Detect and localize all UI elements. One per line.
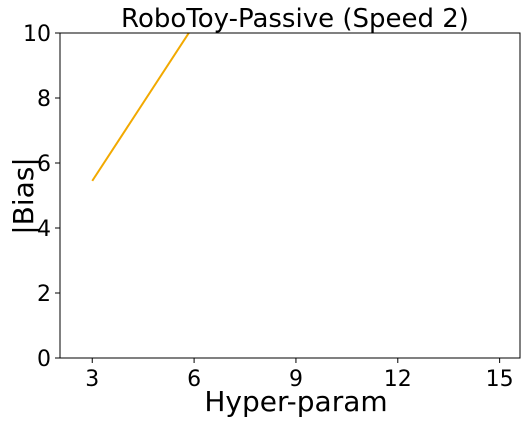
plot-area — [91, 33, 190, 182]
y-axis-label: |Bias| — [7, 157, 40, 235]
y-tick-label: 4 — [37, 217, 51, 242]
x-tick-label: 6 — [187, 367, 201, 392]
x-axis-label: Hyper-param — [204, 385, 387, 418]
chart-title: RoboToy-Passive (Speed 2) — [121, 4, 469, 34]
x-tick-label: 9 — [289, 367, 303, 392]
x-tick-label: 12 — [384, 367, 412, 392]
y-tick-label: 2 — [37, 282, 51, 307]
line-series — [91, 33, 190, 182]
axes-frame — [59, 32, 521, 359]
y-tick-label: 8 — [37, 87, 51, 112]
y-tick-label: 0 — [37, 347, 51, 372]
x-tick-label: 15 — [486, 367, 514, 392]
y-tick-label: 6 — [37, 152, 51, 177]
y-tick-label: 10 — [23, 22, 51, 47]
x-tick-label: 3 — [85, 367, 99, 392]
